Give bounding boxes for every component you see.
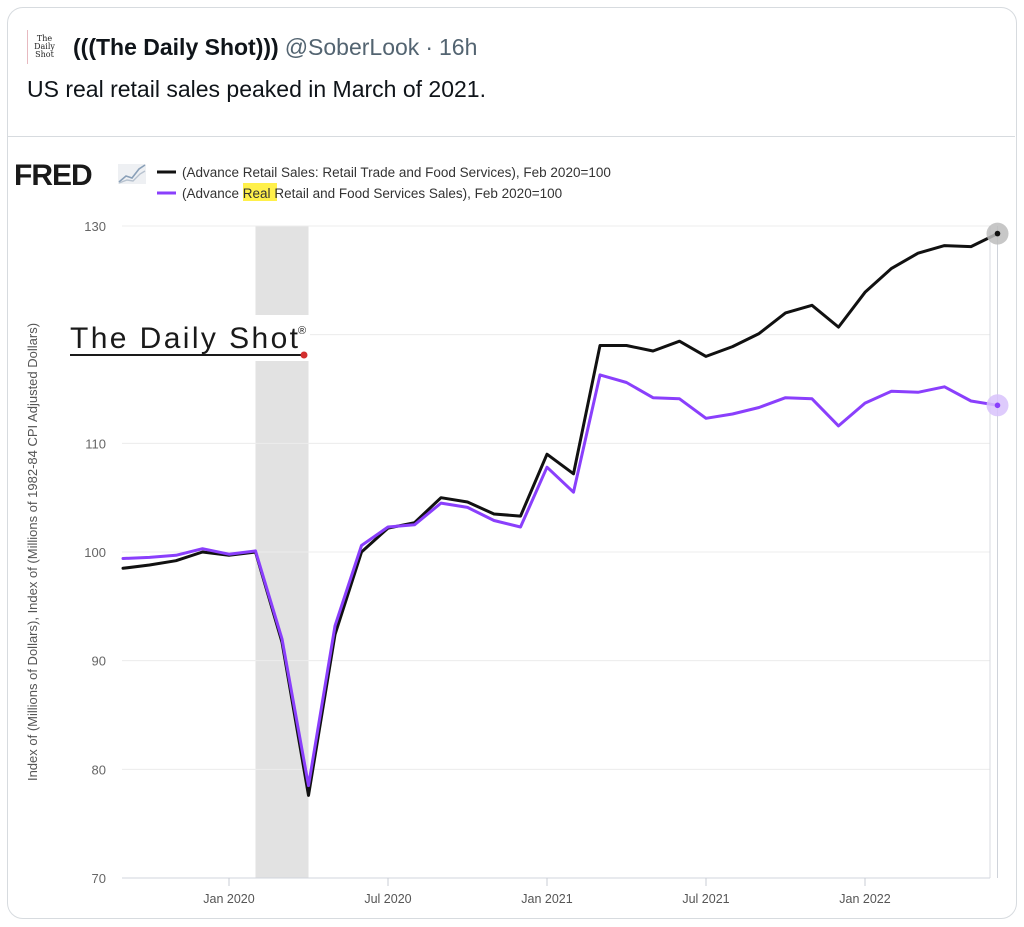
tweet-media[interactable]: FRED (Advance Retail Sales: Retail Trade… (7, 136, 1015, 920)
handle[interactable]: @SoberLook (284, 33, 420, 60)
y-axis-label: Index of (Millions of Dollars), Index of… (25, 323, 40, 781)
legend-label-real: (Advance Real Retail and Food Services S… (182, 186, 562, 201)
y-tick-label: 130 (84, 219, 106, 234)
watermark: The Daily Shot ® (66, 315, 310, 361)
series-line-real (121, 373, 999, 788)
chart-line-icon (118, 164, 146, 184)
y-tick-label: 100 (84, 545, 106, 560)
tweet-card (7, 7, 1017, 919)
x-tick-label: Jan 2020 (203, 892, 254, 906)
x-tick-label: Jan 2021 (521, 892, 572, 906)
y-tick-label: 110 (85, 436, 106, 451)
x-tick-label: Jul 2021 (682, 892, 729, 906)
avatar[interactable]: The Daily Shot (27, 30, 61, 64)
avatar-line: The (36, 34, 53, 43)
separator: · (425, 33, 433, 60)
avatar-line: Shot (35, 50, 54, 59)
y-tick-label: 80 (92, 762, 106, 777)
legend-label-real-highlight: Real (243, 186, 271, 201)
tweet-text: US real retail sales peaked in March of … (27, 76, 486, 102)
timestamp[interactable]: 16h (438, 33, 478, 60)
x-tick-label: Jan 2022 (839, 892, 890, 906)
tweet-header: The Daily Shot (((The Daily Shot))) @Sob… (27, 30, 477, 64)
hover-marker (994, 402, 1001, 409)
highlight-mark (243, 183, 277, 201)
legend-label-nominal: (Advance Retail Sales: Retail Trade and … (182, 165, 611, 180)
watermark-text: The Daily Shot (70, 322, 299, 355)
display-name[interactable]: (((The Daily Shot))) (73, 33, 279, 60)
legend: (Advance Retail Sales: Retail Trade and … (157, 165, 611, 201)
legend-label-real-part: (Advance (182, 186, 243, 201)
watermark-registered: ® (298, 325, 306, 337)
y-tick-label: 90 (92, 654, 106, 669)
legend-label-real-part: Retail and Food Services Sales), Feb 202… (271, 186, 563, 201)
watermark-dot (300, 351, 308, 359)
fred-logo: FRED (14, 159, 92, 192)
avatar-line: Daily (34, 42, 55, 51)
y-tick-label: 70 (92, 871, 106, 886)
x-tick-label: Jul 2020 (364, 892, 411, 906)
hover-marker (994, 230, 1001, 237)
chart: FRED (Advance Retail Sales: Retail Trade… (14, 159, 1009, 906)
